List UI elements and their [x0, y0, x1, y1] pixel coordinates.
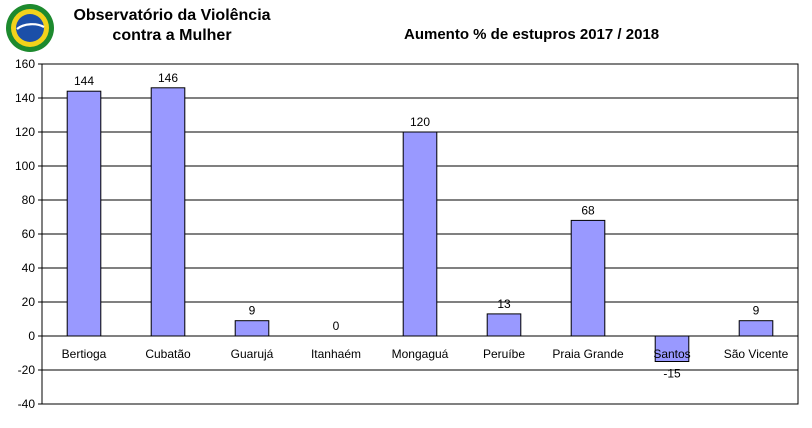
data-label: 13	[497, 297, 511, 311]
data-label: 0	[333, 319, 340, 333]
bar	[486, 313, 522, 337]
brand-title-line2: contra a Mulher	[112, 27, 232, 44]
y-tick-label: 140	[15, 91, 35, 105]
y-tick-label: 120	[15, 125, 35, 139]
bar	[738, 320, 774, 337]
x-tick-label: Cubatão	[145, 347, 191, 361]
x-tick-label: Guarujá	[231, 347, 274, 361]
x-axis-labels: Bertioga Cubatão Guarujá Itanhaém Mongaguá Pe…	[62, 347, 789, 361]
x-tick-label: Itanhaém	[311, 347, 361, 361]
brazil-globe-icon	[6, 4, 54, 52]
y-tick-label: 40	[22, 261, 36, 275]
data-label: -15	[663, 367, 681, 381]
y-tick-label: 20	[22, 295, 36, 309]
y-tick-label: -40	[18, 397, 36, 411]
data-label: 9	[249, 304, 256, 318]
y-tick-label: 160	[15, 57, 35, 71]
brand-title-line1: Observatório da Violência	[73, 7, 271, 24]
y-tick-label: -20	[18, 363, 36, 377]
data-label: 9	[753, 304, 760, 318]
bar	[66, 90, 102, 337]
bar	[654, 335, 690, 362]
brand-title: Observatório da Violência contra a Mulhe…	[58, 6, 286, 46]
bar	[570, 219, 606, 337]
bar	[234, 320, 270, 337]
y-tick-label: 60	[22, 227, 36, 241]
data-label: 68	[581, 203, 595, 217]
chart-title: Aumento % de estupros 2017 / 2018	[404, 26, 660, 43]
x-tick-label: São Vicente	[724, 347, 789, 361]
x-tick-label: Mongaguá	[392, 347, 449, 361]
x-tick-label: Bertioga	[62, 347, 107, 361]
data-label: 144	[74, 74, 94, 88]
y-tick-label: 100	[15, 159, 35, 173]
y-tick-label: 80	[22, 193, 36, 207]
data-label: 146	[158, 71, 178, 85]
bar	[402, 131, 438, 337]
y-axis: 160 140 120 100 80 60 40 20 0 -20 -40	[15, 57, 42, 411]
bars	[66, 87, 774, 362]
x-tick-label: Praia Grande	[552, 347, 624, 361]
bar	[150, 87, 186, 337]
data-label: 120	[410, 115, 430, 129]
x-tick-label: Peruíbe	[483, 347, 525, 361]
x-tick-label: Santos	[653, 347, 690, 361]
data-labels: 144 146 9 0 120 13 68 -15 9	[74, 71, 760, 381]
y-tick-label: 0	[28, 329, 35, 343]
